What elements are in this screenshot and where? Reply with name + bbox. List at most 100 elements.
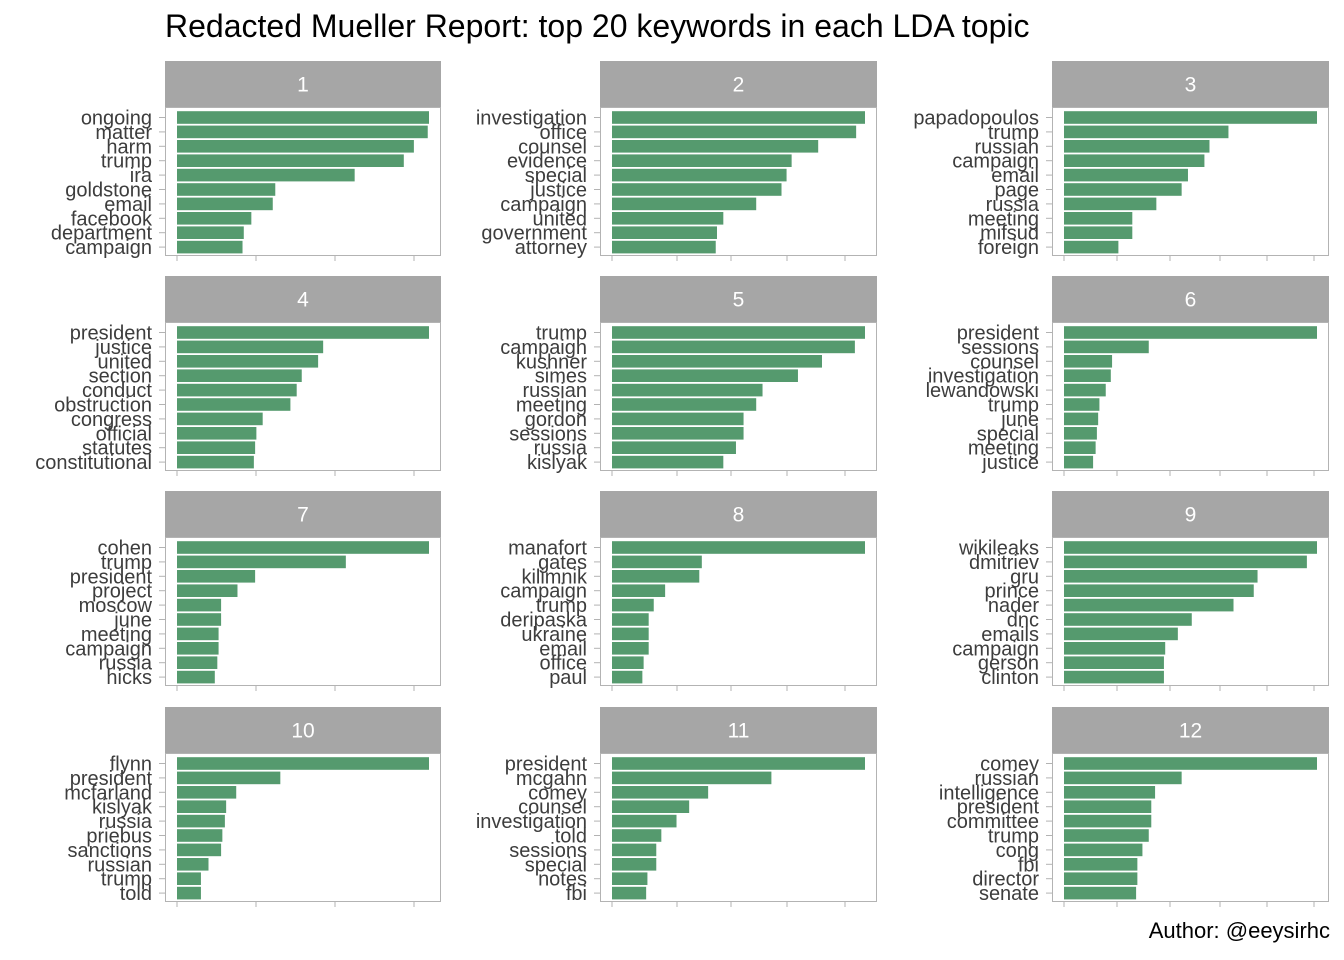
facet-panel-border [1052,322,1329,471]
keyword-label: sessions [509,840,587,862]
bar [612,240,716,254]
keyword-label: campaign [500,581,587,603]
bar [177,627,219,641]
bar [612,383,763,397]
bar [1064,584,1254,597]
bar [177,843,222,857]
keyword-label: notes [538,869,587,891]
keyword-label: email [991,165,1039,187]
keyword-label: counsel [518,136,587,158]
bar [1064,355,1113,368]
bar [612,168,787,182]
bar [1064,212,1133,225]
bar [177,771,281,785]
keyword-label: justice [981,452,1039,474]
bar [1064,154,1205,167]
keyword-label: russian [88,854,152,876]
facet-strip [600,276,877,322]
keyword-label: office [540,653,587,675]
facet-strip [600,61,877,107]
keyword-label: constitutional [35,452,152,474]
bar [177,226,244,239]
facet-strip-label: 6 [1185,289,1197,312]
keyword-label: president [957,797,1040,819]
bar [612,197,757,211]
keyword-label: russia [986,194,1040,216]
bar [1064,656,1164,669]
keyword-label: official [96,423,152,445]
bar [612,814,677,828]
bar [1064,197,1157,211]
facet-strip-label: 11 [728,720,750,743]
bar [177,584,238,597]
keyword-label: counsel [970,351,1039,373]
bar [177,383,297,397]
facet-strip [165,491,441,537]
keyword-label: campaign [65,237,152,259]
facet-strip [1052,707,1329,753]
facet-strip [1052,61,1329,107]
author-caption: Author: @eeysirhc [1148,918,1330,943]
keyword-label: told [555,826,587,848]
keyword-label: ongoing [81,108,152,130]
keyword-label: russian [975,136,1039,158]
keyword-label: ukraine [521,624,587,646]
keyword-label: trump [101,552,152,574]
bar [1064,627,1178,641]
keyword-label: cong [996,840,1039,862]
keyword-label: president [70,323,153,345]
bar [1064,369,1111,382]
keyword-label: june [1000,409,1039,431]
keyword-label: comey [528,782,587,804]
keyword-label: intelligence [939,782,1039,804]
bar [612,642,649,655]
bar [177,154,404,167]
bar [612,829,662,842]
bar [612,140,819,153]
keyword-label: clinton [981,667,1039,689]
keyword-label: special [525,165,587,187]
bar [177,670,215,684]
keyword-label: june [113,610,152,632]
bar [177,872,201,885]
keyword-label: investigation [928,366,1039,388]
bar [177,598,222,612]
keyword-label: harm [106,136,152,158]
bar [1064,771,1182,785]
bar [177,757,429,770]
keyword-label: campaign [952,151,1039,173]
facet-strip-label: 4 [297,289,309,312]
keyword-label: gerson [978,653,1039,675]
bar [612,598,654,612]
bar [1064,555,1307,569]
bar [177,613,222,626]
bar [1064,125,1229,139]
bar [1064,168,1188,182]
bar [177,555,346,569]
bar [1064,226,1133,239]
bar [612,786,709,799]
facet-strip-label: 3 [1185,74,1197,97]
bar [612,570,700,583]
bar [1064,140,1210,153]
facet-panel-7: 7 cohentrumppresidentprojectmoscowjunemee… [65,491,441,691]
chart-title: Redacted Mueller Report: top 20 keywords… [165,8,1030,44]
keyword-label: trump [988,395,1039,417]
bar [1064,570,1258,583]
bar [612,125,857,139]
facet-panel-border [165,753,441,902]
facet-strip [165,707,441,753]
bar [1064,398,1100,411]
keyword-label: meeting [81,624,152,646]
bar [612,326,865,339]
keyword-label: russia [534,438,588,460]
keyword-label: special [977,423,1039,445]
bar [177,212,252,225]
bar [1064,183,1182,196]
keyword-label: justice [94,337,152,359]
keyword-label: simes [535,366,587,388]
keyword-label: president [70,768,153,790]
bar [612,398,757,411]
facet-strip [1052,276,1329,322]
bar [177,800,227,813]
